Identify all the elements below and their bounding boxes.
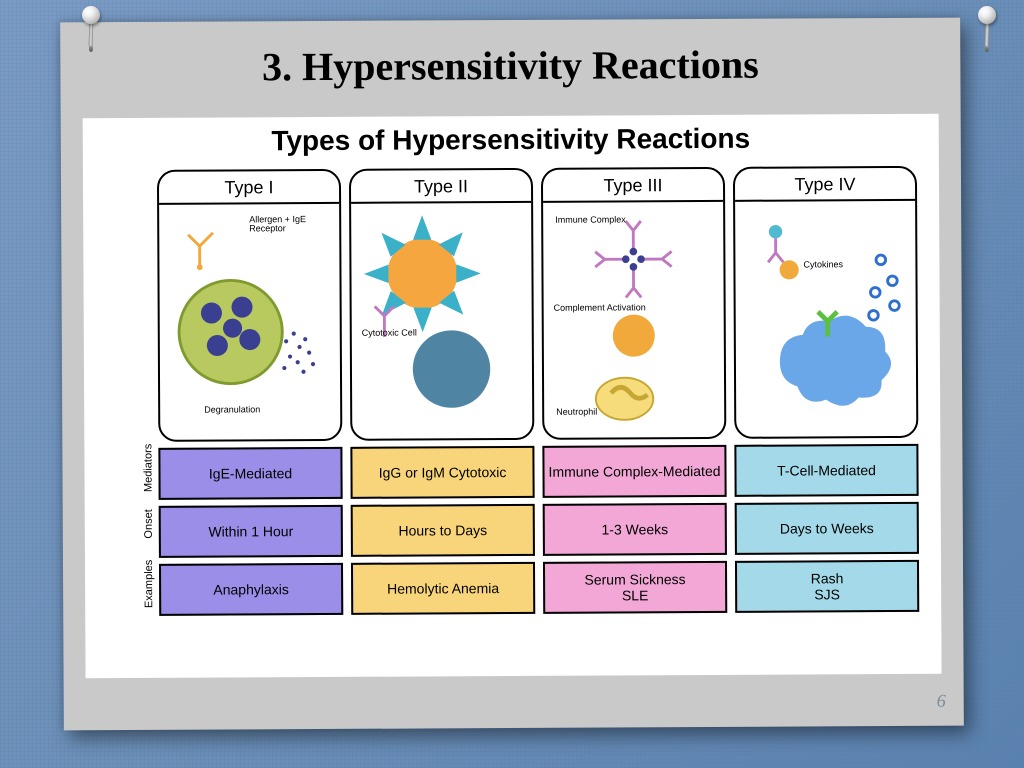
slide-title: 3. Hypersensitivity Reactions xyxy=(60,18,960,92)
diagram-content: Types of Hypersensitivity Reactions Medi… xyxy=(83,114,942,678)
type-art-3: Immune Complex Complement Activation Neu… xyxy=(547,207,720,434)
type-panel-2: Type II xyxy=(349,168,534,441)
type-label-1: Type I xyxy=(159,171,339,205)
slide-card: 3. Hypersensitivity Reactions Types of H… xyxy=(60,18,964,731)
annot-t2-a: Cytotoxic Cell xyxy=(362,328,417,338)
type3-svg-icon xyxy=(547,207,720,434)
type4-svg-icon xyxy=(739,206,912,433)
type1-svg-icon xyxy=(163,209,336,436)
diagram-subtitle: Types of Hypersensitivity Reactions xyxy=(83,114,939,168)
type-panels-row: Type I xyxy=(157,166,918,442)
type-label-3: Type III xyxy=(543,169,723,203)
table-col-4: T-Cell-Mediated Days to Weeks Rash SJS xyxy=(734,444,919,613)
annot-t4-a: Cytokines xyxy=(803,260,843,270)
cell-onset-2: Hours to Days xyxy=(351,504,535,557)
table-col-3: Immune Complex-Mediated 1-3 Weeks Serum … xyxy=(542,445,727,614)
annot-t3-b: Complement Activation xyxy=(554,303,646,313)
table-col-2: IgG or IgM Cytotoxic Hours to Days Hemol… xyxy=(350,446,535,615)
type-art-1: Allergen + IgE Receptor Degranulation xyxy=(163,209,336,436)
annot-t1-a: Allergen + IgE Receptor xyxy=(249,215,335,234)
type-panel-4: Type IV xyxy=(733,166,918,439)
cell-mediators-3: Immune Complex-Mediated xyxy=(542,445,726,498)
cell-onset-1: Within 1 Hour xyxy=(159,505,343,558)
cell-onset-4: Days to Weeks xyxy=(735,502,919,555)
diagram-grid: Type I xyxy=(157,166,919,616)
cell-mediators-1: IgE-Mediated xyxy=(158,447,342,500)
cell-examples-1: Anaphylaxis xyxy=(159,563,343,616)
table-col-1: IgE-Mediated Within 1 Hour Anaphylaxis xyxy=(158,447,343,616)
cell-examples-3: Serum Sickness SLE xyxy=(543,561,727,614)
cell-examples-2: Hemolytic Anemia xyxy=(351,562,535,615)
annot-t3-a: Immune Complex xyxy=(555,215,626,225)
type-label-4: Type IV xyxy=(735,168,915,202)
row-header-examples: Examples xyxy=(143,554,155,614)
type2-svg-icon xyxy=(355,208,528,435)
type-label-2: Type II xyxy=(351,170,531,204)
cell-onset-3: 1-3 Weeks xyxy=(543,503,727,556)
cell-examples-4: Rash SJS xyxy=(735,560,919,613)
row-header-labels: Mediators Onset Examples xyxy=(124,448,149,618)
page-number: 6 xyxy=(937,691,946,712)
cell-mediators-2: IgG or IgM Cytotoxic xyxy=(350,446,534,499)
pushpin-left-icon xyxy=(78,6,104,52)
row-header-mediators: Mediators xyxy=(142,438,154,498)
cell-mediators-4: T-Cell-Mediated xyxy=(734,444,918,497)
type-art-4: Cytokines xyxy=(739,206,912,433)
annot-t3-c: Neutrophil xyxy=(556,408,597,418)
type-panel-1: Type I xyxy=(157,169,342,442)
pushpin-right-icon xyxy=(974,6,1000,52)
type-panel-3: Type III xyxy=(541,167,726,440)
row-header-onset: Onset xyxy=(143,494,155,554)
table-rows: IgE-Mediated Within 1 Hour Anaphylaxis I… xyxy=(158,444,919,616)
type-art-2: Cytotoxic Cell xyxy=(355,208,528,435)
annot-t1-b: Degranulation xyxy=(204,405,260,415)
